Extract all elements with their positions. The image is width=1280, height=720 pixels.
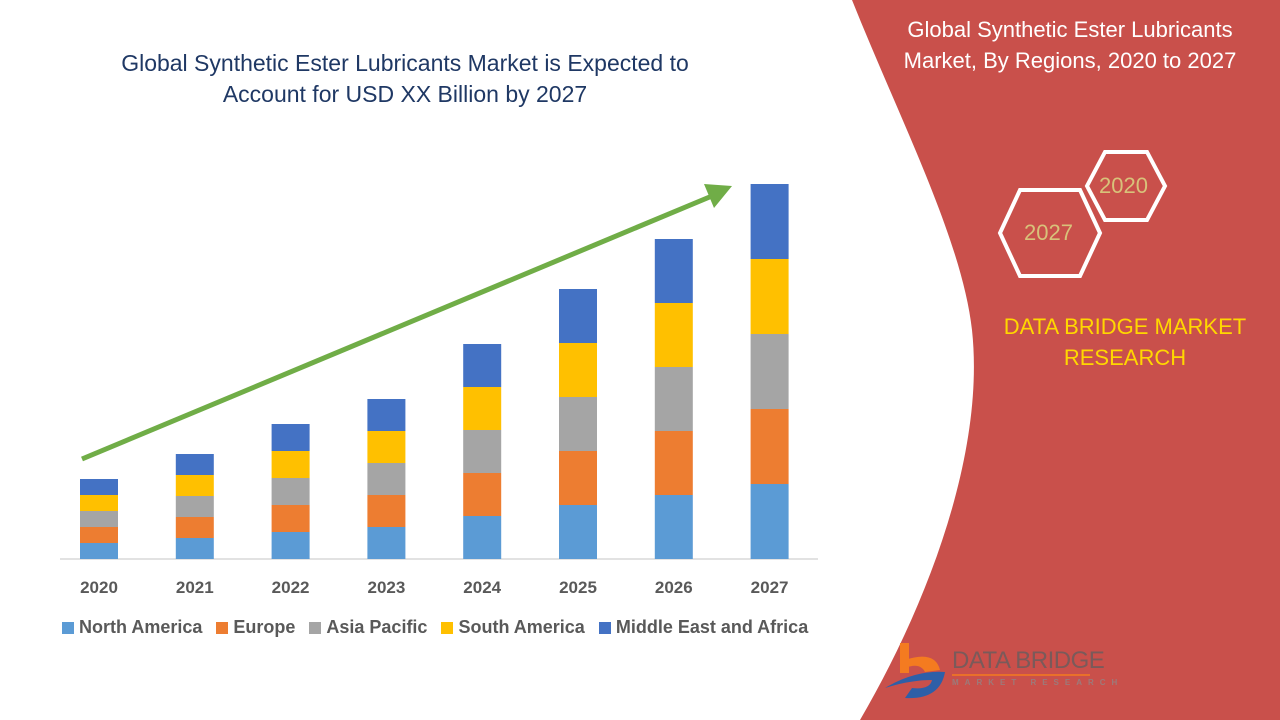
legend-item: North America xyxy=(62,617,202,638)
legend-item: South America xyxy=(441,617,585,638)
bar-2021-middle-east-and-africa xyxy=(175,454,214,475)
bar-2020-asia-pacific xyxy=(80,511,118,527)
x-tick-label: 2021 xyxy=(176,578,214,597)
bar-2027-middle-east-and-africa xyxy=(750,184,789,259)
bar-2026-south-america xyxy=(654,303,693,367)
x-tick-label: 2025 xyxy=(559,578,597,597)
hex-label-2027: 2027 xyxy=(1024,220,1073,245)
bar-2025-asia-pacific xyxy=(559,397,597,451)
bar-2021-south-america xyxy=(175,475,214,496)
bar-2022-south-america xyxy=(271,451,310,478)
bar-2027-europe xyxy=(750,409,789,484)
legend-swatch xyxy=(309,621,322,634)
bar-2025-north-america xyxy=(559,505,597,559)
legend-item: Asia Pacific xyxy=(309,617,427,638)
bar-2024-south-america xyxy=(463,387,502,430)
bar-2027-north-america xyxy=(750,484,789,559)
chart-title: Global Synthetic Ester Lubricants Market… xyxy=(121,50,689,107)
hexagon-2020 xyxy=(1084,150,1168,222)
bar-2025-europe xyxy=(559,451,597,505)
bar-2024-asia-pacific xyxy=(463,430,502,473)
bar-2021-asia-pacific xyxy=(175,496,214,517)
bar-2026-asia-pacific xyxy=(654,367,693,431)
bar-2023-south-america xyxy=(367,431,406,463)
x-tick-label: 2020 xyxy=(80,578,118,597)
bar-2020-middle-east-and-africa xyxy=(80,479,118,495)
logo-icon xyxy=(885,643,945,699)
hexagon-2027 xyxy=(997,188,1103,278)
bar-2026-north-america xyxy=(654,495,693,559)
x-tick-label: 2022 xyxy=(272,578,310,597)
bar-2026-middle-east-and-africa xyxy=(654,239,693,303)
bar-2021-north-america xyxy=(175,538,214,559)
bar-2024-north-america xyxy=(463,516,502,559)
trend-arrow xyxy=(81,193,713,462)
bar-2020-europe xyxy=(80,527,118,543)
legend-swatch xyxy=(598,621,611,634)
legend-item: Middle East and Africa xyxy=(598,617,809,638)
legend-item: Europe xyxy=(216,617,295,638)
x-tick-label: 2024 xyxy=(463,578,501,597)
brand-text: DATA BRIDGE MARKET RESEARCH xyxy=(1003,314,1247,370)
bar-2020-south-america xyxy=(80,495,118,511)
bar-2023-europe xyxy=(367,495,406,527)
bar-2022-europe xyxy=(271,505,310,532)
bar-2027-south-america xyxy=(750,259,789,334)
bar-2022-middle-east-and-africa xyxy=(271,424,310,451)
legend-label: North America xyxy=(79,617,203,637)
bar-2022-asia-pacific xyxy=(271,478,310,505)
legend-swatch xyxy=(62,621,74,634)
x-tick-label: 2023 xyxy=(367,578,405,597)
bar-2021-europe xyxy=(175,517,214,538)
bar-2027-asia-pacific xyxy=(750,334,789,409)
legend-swatch xyxy=(216,621,229,634)
bar-2024-middle-east-and-africa xyxy=(463,344,502,387)
logo-name: DATA BRIDGE xyxy=(952,647,1105,674)
bar-2023-middle-east-and-africa xyxy=(367,399,406,431)
legend-label: South America xyxy=(458,617,585,637)
bar-2020-north-america xyxy=(80,543,118,559)
legend: North America Europe Asia Pacific South Ame… xyxy=(62,617,808,638)
legend-swatch xyxy=(441,621,454,634)
bar-2023-asia-pacific xyxy=(367,463,406,495)
bar-2023-north-america xyxy=(367,527,406,559)
legend-label: Asia Pacific xyxy=(326,617,428,637)
legend-label: Europe xyxy=(233,617,296,637)
bar-2026-europe xyxy=(654,431,693,495)
x-tick-label: 2026 xyxy=(655,578,693,597)
bar-2022-north-america xyxy=(271,532,310,559)
bar-2025-middle-east-and-africa xyxy=(559,289,597,343)
legend-label: Middle East and Africa xyxy=(615,617,809,637)
side-title: Global Synthetic Ester Lubricants Market… xyxy=(903,17,1237,73)
red-side-panel xyxy=(852,0,1280,720)
x-tick-label: 2027 xyxy=(751,578,789,597)
bar-2025-south-america xyxy=(559,343,597,397)
logo-tagline: MARKET RESEARCH xyxy=(952,678,1124,687)
bar-2024-europe xyxy=(463,473,502,516)
hex-label-2020: 2020 xyxy=(1099,173,1148,198)
trend-arrowhead xyxy=(704,184,732,208)
